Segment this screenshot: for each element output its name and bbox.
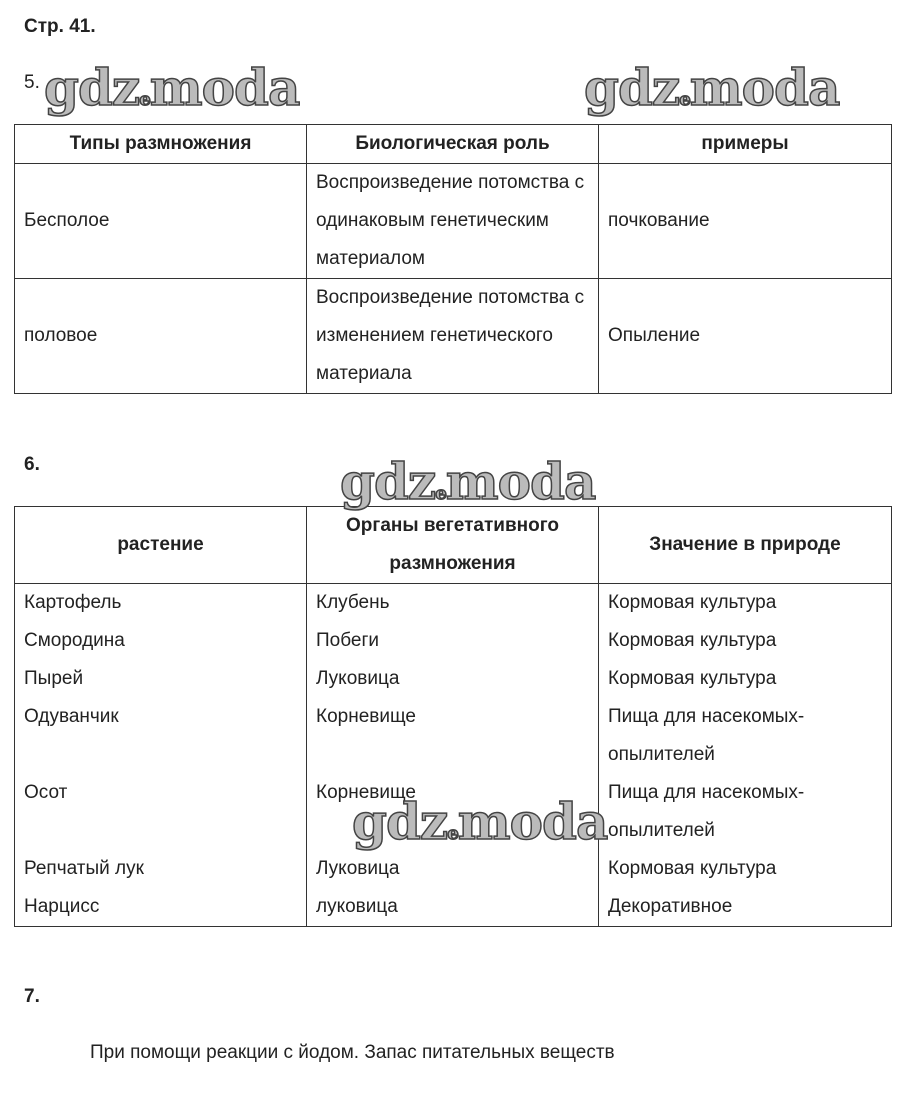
- header-cell: Органы вегетативного размножения: [306, 506, 599, 584]
- page-label: Стр. 41.: [24, 16, 96, 37]
- list-item: луковица: [316, 896, 398, 917]
- list-item: Пища для насекомых-: [608, 782, 805, 803]
- task7-answer: При помощи реакции с йодом. Запас питате…: [90, 1042, 615, 1063]
- header-cell: Типы размножения: [14, 124, 307, 164]
- cell: Воспроизведение потомства с изменением г…: [306, 278, 599, 394]
- list-item: Осот: [24, 782, 68, 803]
- list-item: Пырей: [24, 668, 84, 689]
- organ-column: Клубень Побеги Луковица Корневище Корневище Л…: [306, 583, 599, 927]
- list-item: опылителей: [608, 820, 715, 841]
- cell: Бесполое: [14, 163, 307, 279]
- list-item: Кормовая культура: [608, 858, 777, 879]
- list-item: Репчатый лук: [24, 858, 144, 879]
- plant-column: Картофель Смородина Пырей Одуванчик Осот Репч…: [14, 583, 307, 927]
- cell: половое: [14, 278, 307, 394]
- list-item: Кормовая культура: [608, 630, 777, 651]
- cell: Опыление: [598, 278, 892, 394]
- list-item: Корневище: [316, 782, 416, 803]
- task7-number: 7.: [24, 986, 40, 1007]
- table-row: Бесполое Воспроизведение потомства с оди…: [14, 163, 892, 279]
- list-item: Картофель: [24, 592, 122, 613]
- watermark: gdzemoda: [583, 57, 841, 118]
- list-item: [24, 736, 297, 774]
- significance-column: Кормовая культура Кормовая культура Кормов…: [598, 583, 892, 927]
- table-row: половое Воспроизведение потомства с изме…: [14, 278, 892, 394]
- task6-number: 6.: [24, 454, 40, 475]
- table-row: Картофель Смородина Пырей Одуванчик Осот Репч…: [14, 583, 892, 927]
- header-cell: примеры: [598, 124, 892, 164]
- header-cell: Биологическая роль: [306, 124, 599, 164]
- list-item: [316, 736, 589, 774]
- list-item: Нарцисс: [24, 896, 100, 917]
- list-item: Луковица: [316, 858, 400, 879]
- list-item: Пища для насекомых-: [608, 706, 805, 727]
- task5-table: Типы размножения Биологическая роль прим…: [14, 124, 892, 394]
- list-item: Смородина: [24, 630, 125, 651]
- list-item: Декоративное: [608, 896, 733, 917]
- task5-number: 5.: [24, 72, 40, 93]
- task6-table: растение Органы вегетативного размножени…: [14, 506, 892, 927]
- watermark: gdzemoda: [339, 451, 597, 512]
- list-item: Кормовая культура: [608, 592, 777, 613]
- list-item: Кормовая культура: [608, 668, 777, 689]
- header-cell: растение: [14, 506, 307, 584]
- header-cell: Значение в природе: [598, 506, 892, 584]
- list-item: Одуванчик: [24, 706, 119, 727]
- cell: почкование: [598, 163, 892, 279]
- list-item: Побеги: [316, 630, 380, 651]
- list-item: [316, 812, 589, 850]
- list-item: [24, 812, 297, 850]
- list-item: Клубень: [316, 592, 390, 613]
- list-item: Луковица: [316, 668, 400, 689]
- list-item: опылителей: [608, 744, 715, 765]
- list-item: Корневище: [316, 706, 416, 727]
- watermark: gdzemoda: [43, 57, 301, 118]
- cell: Воспроизведение потомства с одинаковым г…: [306, 163, 599, 279]
